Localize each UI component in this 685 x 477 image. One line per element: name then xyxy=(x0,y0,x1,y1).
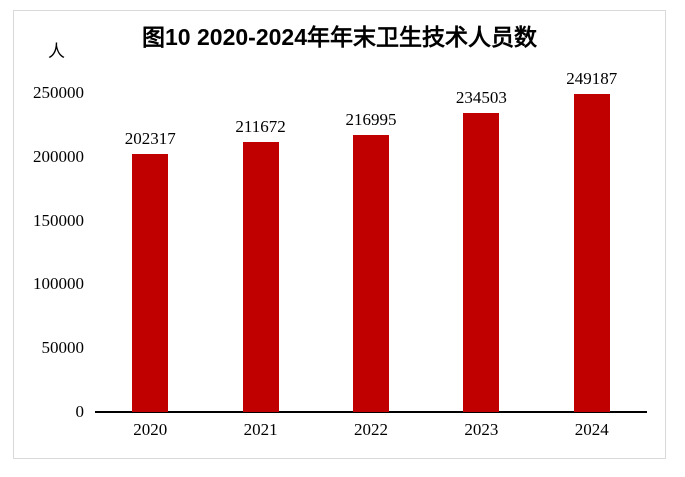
x-axis-tick-label: 2022 xyxy=(354,420,388,439)
x-axis-line xyxy=(95,411,647,413)
x-axis-tick-label: 2023 xyxy=(464,420,499,439)
y-axis-tick-label: 50000 xyxy=(41,338,85,358)
y-axis-unit-label: 人 xyxy=(48,42,65,61)
x-axis-tick-label: 2024 xyxy=(574,420,609,439)
bar xyxy=(353,135,389,412)
y-axis-tick-labels: 0 50000 100000 150000 200000 250000 xyxy=(14,83,85,421)
chart-frame: 图10 2020-2024年年末卫生技术人员数 人 0 50000 100000 15… xyxy=(13,10,666,459)
chart-title: 图10 2020-2024年年末卫生技术人员数 xyxy=(142,24,537,50)
y-axis-tick-label: 250000 xyxy=(33,83,84,102)
y-axis-tick-label: 200000 xyxy=(33,146,84,166)
bar-value-label: 202317 xyxy=(124,128,176,148)
bar xyxy=(132,153,169,412)
y-axis-tick-label: 100000 xyxy=(33,274,84,294)
bar-value-label: 216995 xyxy=(345,110,397,130)
y-axis-tick-label: 0 xyxy=(75,402,85,421)
bar xyxy=(463,112,500,412)
y-axis-tick-label: 150000 xyxy=(33,210,84,230)
x-axis-tick-label: 2020 xyxy=(133,420,168,439)
bar-value-label: 249187 xyxy=(566,69,618,89)
bar xyxy=(242,141,279,412)
plot-area: 202317 2020 211672 2021 216995 2022 234503 2023… xyxy=(95,69,647,439)
bar-value-label: 211672 xyxy=(235,116,286,136)
x-axis-tick-label: 2021 xyxy=(243,420,278,439)
bar xyxy=(573,94,610,412)
bar-value-label: 234503 xyxy=(455,87,507,107)
